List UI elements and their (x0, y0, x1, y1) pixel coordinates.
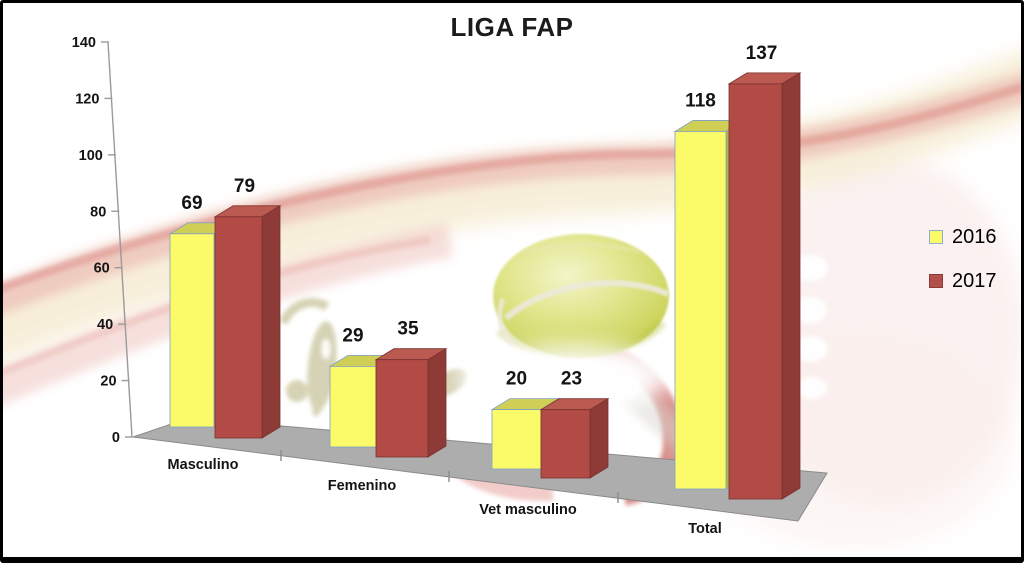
tennis-ball-image (493, 234, 670, 358)
bar-2016-masculino (169, 233, 215, 428)
bar-2016-femenino (329, 365, 377, 448)
value-label-2017-total: 137 (746, 43, 778, 64)
category-label-vet-masculino: Vet masculino (479, 502, 577, 518)
legend-item-2017: 2017 (929, 271, 997, 291)
value-label-2016-masculino: 69 (181, 193, 202, 214)
value-label-2016-total: 118 (685, 90, 716, 111)
category-label-femenino: Femenino (328, 478, 397, 494)
y-tick-label-120: 120 (75, 91, 99, 107)
legend-swatch-2017 (929, 274, 943, 288)
y-tick-label-60: 60 (94, 261, 110, 277)
ribbon-swoosh (0, 50, 1024, 406)
bar-2017-vet-masculino-side (589, 397, 609, 479)
value-label-2017-femenino: 35 (397, 319, 419, 340)
y-tick-label-40: 40 (97, 317, 113, 333)
chart-title: LIGA FAP (450, 12, 574, 42)
y-tick-label-100: 100 (79, 148, 103, 164)
legend-item-2016: 2016 (929, 227, 997, 247)
bar-2017-total-side (781, 72, 801, 500)
bar-2017-femenino (375, 359, 429, 458)
category-label-masculino: Masculino (168, 457, 239, 473)
bar-2017-masculino-side (261, 205, 281, 439)
bar-2016-vet-masculino (491, 409, 542, 470)
value-label-2016-vet-masculino: 20 (506, 369, 527, 390)
value-label-2017-masculino: 79 (234, 176, 255, 197)
y-tick-label-0: 0 (112, 430, 120, 446)
bokeh-dots (613, 255, 828, 399)
bar-2017-total (728, 83, 783, 500)
bar-2017-femenino-side (427, 347, 447, 458)
y-tick-label-140: 140 (72, 35, 96, 51)
y-tick-label-80: 80 (90, 204, 106, 220)
khaki-watermark (278, 298, 468, 417)
bar-2016-total (674, 131, 727, 490)
y-axis (107, 41, 133, 438)
value-label-2017-vet-masculino: 23 (561, 369, 582, 390)
legend-label-2017: 2017 (952, 270, 997, 292)
legend-swatch-2016 (929, 230, 943, 244)
y-tick-label-20: 20 (100, 374, 116, 390)
value-label-2016-femenino: 29 (342, 325, 363, 346)
legend: 2016 2017 (929, 227, 997, 315)
legend-label-2016: 2016 (952, 226, 997, 248)
bar-2017-masculino (214, 216, 263, 439)
category-label-total: Total (688, 521, 722, 537)
bar-2017-vet-masculino (540, 409, 591, 479)
